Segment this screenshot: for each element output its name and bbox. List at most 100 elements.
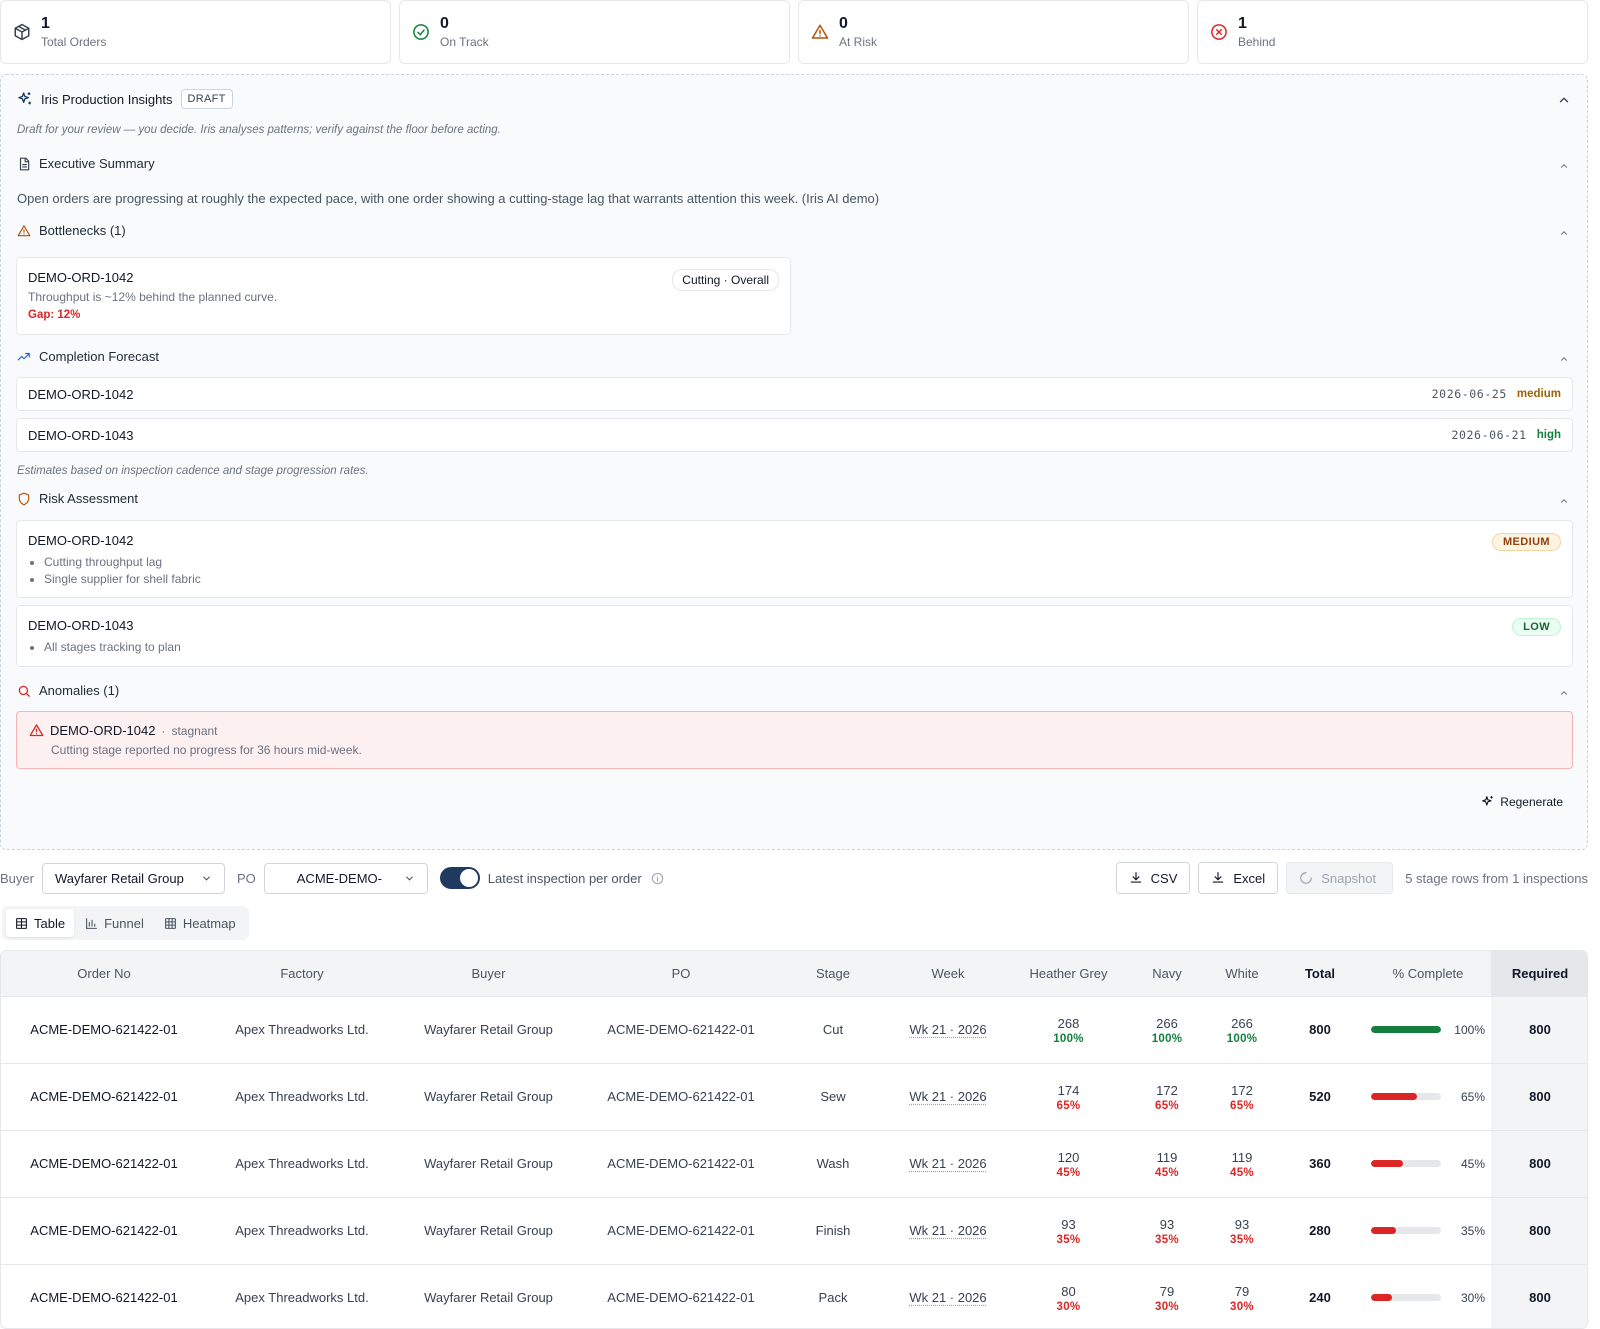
latest-inspection-toggle[interactable] <box>439 867 480 889</box>
progress-bar <box>1371 1294 1441 1301</box>
risk-order: DEMO-ORD-1042 <box>28 533 134 548</box>
qty-percent: 65% <box>1056 1099 1081 1112</box>
table-row[interactable]: ACME-DEMO-621422-01 Apex Threadworks Ltd.… <box>1 1197 1587 1265</box>
risk-card: DEMO-ORD-1043 LOW All stages tracking to… <box>16 605 1573 667</box>
progress-fill <box>1371 1294 1392 1301</box>
bottleneck-order: DEMO-ORD-1042 <box>28 270 134 285</box>
navy-cell: 79 30% <box>1125 1264 1209 1328</box>
sparkles-icon <box>18 92 31 105</box>
column-header[interactable]: Buyer <box>397 951 580 997</box>
risk-header[interactable]: Risk Assessment <box>17 491 138 506</box>
warning-triangle-icon <box>17 224 31 236</box>
column-header[interactable]: Week <box>884 951 1012 997</box>
info-icon[interactable] <box>651 872 664 885</box>
risk-item: All stages tracking to plan <box>44 639 1561 656</box>
column-header[interactable]: Total <box>1275 951 1365 997</box>
qty-value: 80 <box>1061 1283 1076 1299</box>
bottlenecks-header[interactable]: Bottlenecks (1) <box>17 223 126 238</box>
anomalies-header[interactable]: Anomalies (1) <box>17 683 119 698</box>
csv-button[interactable]: CSV <box>1115 862 1191 894</box>
qty-percent: 30% <box>1056 1300 1081 1313</box>
section-title: Executive Summary <box>39 156 155 171</box>
po-cell: ACME-DEMO-621422-01 <box>580 996 782 1064</box>
column-header[interactable]: Order No <box>1 951 207 997</box>
chevron-up-icon[interactable] <box>1559 354 1569 364</box>
chevron-up-icon[interactable] <box>1559 161 1569 171</box>
week-value[interactable]: Wk 21 · 2026 <box>909 1223 987 1238</box>
regenerate-button[interactable]: Regenerate <box>1481 795 1563 809</box>
navy-cell: 266 100% <box>1125 996 1209 1064</box>
sparkles-icon <box>1482 796 1493 806</box>
tab-table[interactable]: Table <box>6 909 75 937</box>
required-cell: 800 <box>1491 1197 1587 1265</box>
excel-button[interactable]: Excel <box>1198 862 1279 894</box>
qty-value: 79 <box>1234 1283 1250 1299</box>
buyer-cell: Wayfarer Retail Group <box>397 1197 580 1265</box>
chevron-up-icon[interactable] <box>1559 688 1569 698</box>
column-header[interactable]: PO <box>580 951 782 997</box>
buyer-cell: Wayfarer Retail Group <box>397 1264 580 1328</box>
column-header[interactable]: Factory <box>207 951 397 997</box>
column-header[interactable]: Heather Grey <box>1012 951 1125 997</box>
progress-label: 30% <box>1460 1290 1485 1305</box>
stat-total-orders: 1 Total Orders <box>0 0 391 64</box>
buyer-select[interactable]: Wayfarer Retail Group <box>41 862 225 894</box>
stage-cell: Sew <box>782 1063 884 1131</box>
executive-summary-header[interactable]: Executive Summary <box>17 156 155 171</box>
insights-note: Draft for your review — you decide. Iris… <box>17 124 501 136</box>
progress-fill <box>1371 1093 1417 1100</box>
tab-label: Table <box>34 915 66 931</box>
stage-table: Order No Factory Buyer PO Stage Week Hea… <box>0 950 1588 1329</box>
total-cell: 240 <box>1275 1264 1365 1328</box>
forecast-header[interactable]: Completion Forecast <box>17 349 159 364</box>
week-value[interactable]: Wk 21 · 2026 <box>909 1156 987 1171</box>
forecast-confidence: medium <box>1516 388 1561 400</box>
po-select[interactable]: ACME-DEMO- <box>263 862 428 894</box>
qty-percent: 35% <box>1155 1233 1179 1246</box>
complete-cell: 45% <box>1365 1130 1491 1198</box>
download-icon <box>1213 872 1224 883</box>
view-tabs: Table Funnel Heatmap <box>2 906 249 940</box>
tab-funnel[interactable]: Funnel <box>76 909 153 937</box>
column-header[interactable]: Required <box>1491 951 1587 997</box>
table-row[interactable]: ACME-DEMO-621422-01 Apex Threadworks Ltd.… <box>1 1264 1587 1328</box>
stat-behind: 1 Behind <box>1197 0 1588 64</box>
qty-percent: 100% <box>1151 1032 1183 1045</box>
week-value[interactable]: Wk 21 · 2026 <box>909 1290 987 1305</box>
required-cell: 800 <box>1491 1063 1587 1131</box>
table-row[interactable]: ACME-DEMO-621422-01 Apex Threadworks Ltd.… <box>1 996 1587 1064</box>
forecast-order: DEMO-ORD-1043 <box>28 427 134 443</box>
column-header[interactable]: Stage <box>782 951 884 997</box>
week-cell: Wk 21 · 2026 <box>884 1264 1012 1328</box>
week-value[interactable]: Wk 21 · 2026 <box>909 1089 987 1104</box>
heather-grey-cell: 174 65% <box>1012 1063 1125 1131</box>
qty-percent: 35% <box>1056 1233 1081 1246</box>
navy-cell: 172 65% <box>1125 1063 1209 1131</box>
forecast-note: Estimates based on inspection cadence an… <box>17 465 369 477</box>
column-header[interactable]: % Complete <box>1365 951 1491 997</box>
forecast-row: DEMO-ORD-1043 2026-06-21 high <box>16 418 1573 452</box>
qty-value: 266 <box>1231 1015 1253 1031</box>
snapshot-button[interactable]: Snapshot <box>1286 862 1394 894</box>
complete-cell: 35% <box>1365 1197 1491 1265</box>
week-value[interactable]: Wk 21 · 2026 <box>909 1022 987 1037</box>
column-header[interactable]: White <box>1209 951 1275 997</box>
stat-label: At Risk <box>839 35 878 49</box>
forecast-row: DEMO-ORD-1042 2026-06-25 medium <box>16 377 1573 411</box>
tab-heatmap[interactable]: Heatmap <box>155 909 245 937</box>
chevron-up-icon[interactable] <box>1559 228 1569 238</box>
stat-value: 0 <box>440 15 449 32</box>
chevron-up-icon[interactable] <box>1557 93 1571 107</box>
filters-bar: Buyer Wayfarer Retail Group PO ACME-DEMO… <box>0 862 1588 894</box>
buyer-value: Wayfarer Retail Group <box>54 870 184 886</box>
order-no-cell: ACME-DEMO-621422-01 <box>1 1130 207 1198</box>
table-row[interactable]: ACME-DEMO-621422-01 Apex Threadworks Ltd.… <box>1 1130 1587 1198</box>
table-row[interactable]: ACME-DEMO-621422-01 Apex Threadworks Ltd.… <box>1 1063 1587 1131</box>
progress-fill <box>1371 1026 1441 1033</box>
draft-badge: DRAFT <box>180 89 233 109</box>
chevron-up-icon[interactable] <box>1559 496 1569 506</box>
document-icon <box>19 157 30 170</box>
week-cell: Wk 21 · 2026 <box>884 996 1012 1064</box>
column-header[interactable]: Navy <box>1125 951 1209 997</box>
forecast-date: 2026-06-25 <box>1431 387 1507 401</box>
